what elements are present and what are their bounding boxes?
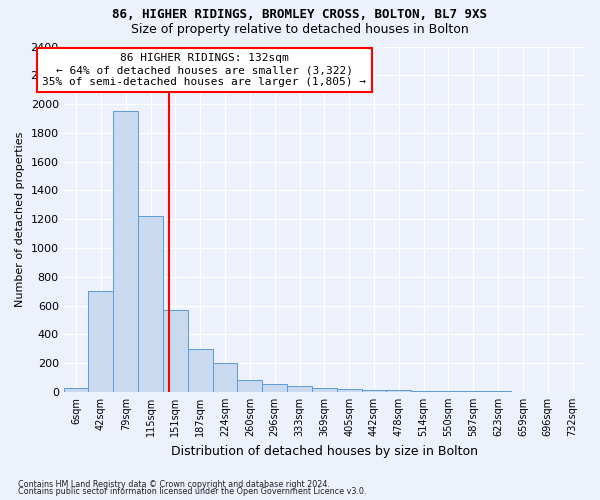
Y-axis label: Number of detached properties: Number of detached properties — [15, 132, 25, 307]
Bar — [163, 310, 188, 392]
Bar — [262, 384, 287, 392]
Text: Size of property relative to detached houses in Bolton: Size of property relative to detached ho… — [131, 22, 469, 36]
Text: Contains HM Land Registry data © Crown copyright and database right 2024.: Contains HM Land Registry data © Crown c… — [18, 480, 330, 489]
Bar — [312, 388, 337, 392]
Bar — [138, 216, 163, 392]
Bar — [88, 291, 113, 392]
Text: 86 HIGHER RIDINGS: 132sqm
← 64% of detached houses are smaller (3,322)
35% of se: 86 HIGHER RIDINGS: 132sqm ← 64% of detac… — [43, 54, 367, 86]
Bar — [411, 391, 436, 392]
Bar — [436, 391, 461, 392]
Text: Contains public sector information licensed under the Open Government Licence v3: Contains public sector information licen… — [18, 488, 367, 496]
Text: 86, HIGHER RIDINGS, BROMLEY CROSS, BOLTON, BL7 9XS: 86, HIGHER RIDINGS, BROMLEY CROSS, BOLTO… — [113, 8, 487, 20]
Bar — [362, 390, 386, 392]
Bar — [337, 389, 362, 392]
Bar — [238, 380, 262, 392]
Bar — [64, 388, 88, 392]
Bar — [212, 363, 238, 392]
Bar — [188, 349, 212, 392]
Bar — [113, 112, 138, 392]
Bar — [386, 390, 411, 392]
Bar — [287, 386, 312, 392]
X-axis label: Distribution of detached houses by size in Bolton: Distribution of detached houses by size … — [171, 444, 478, 458]
